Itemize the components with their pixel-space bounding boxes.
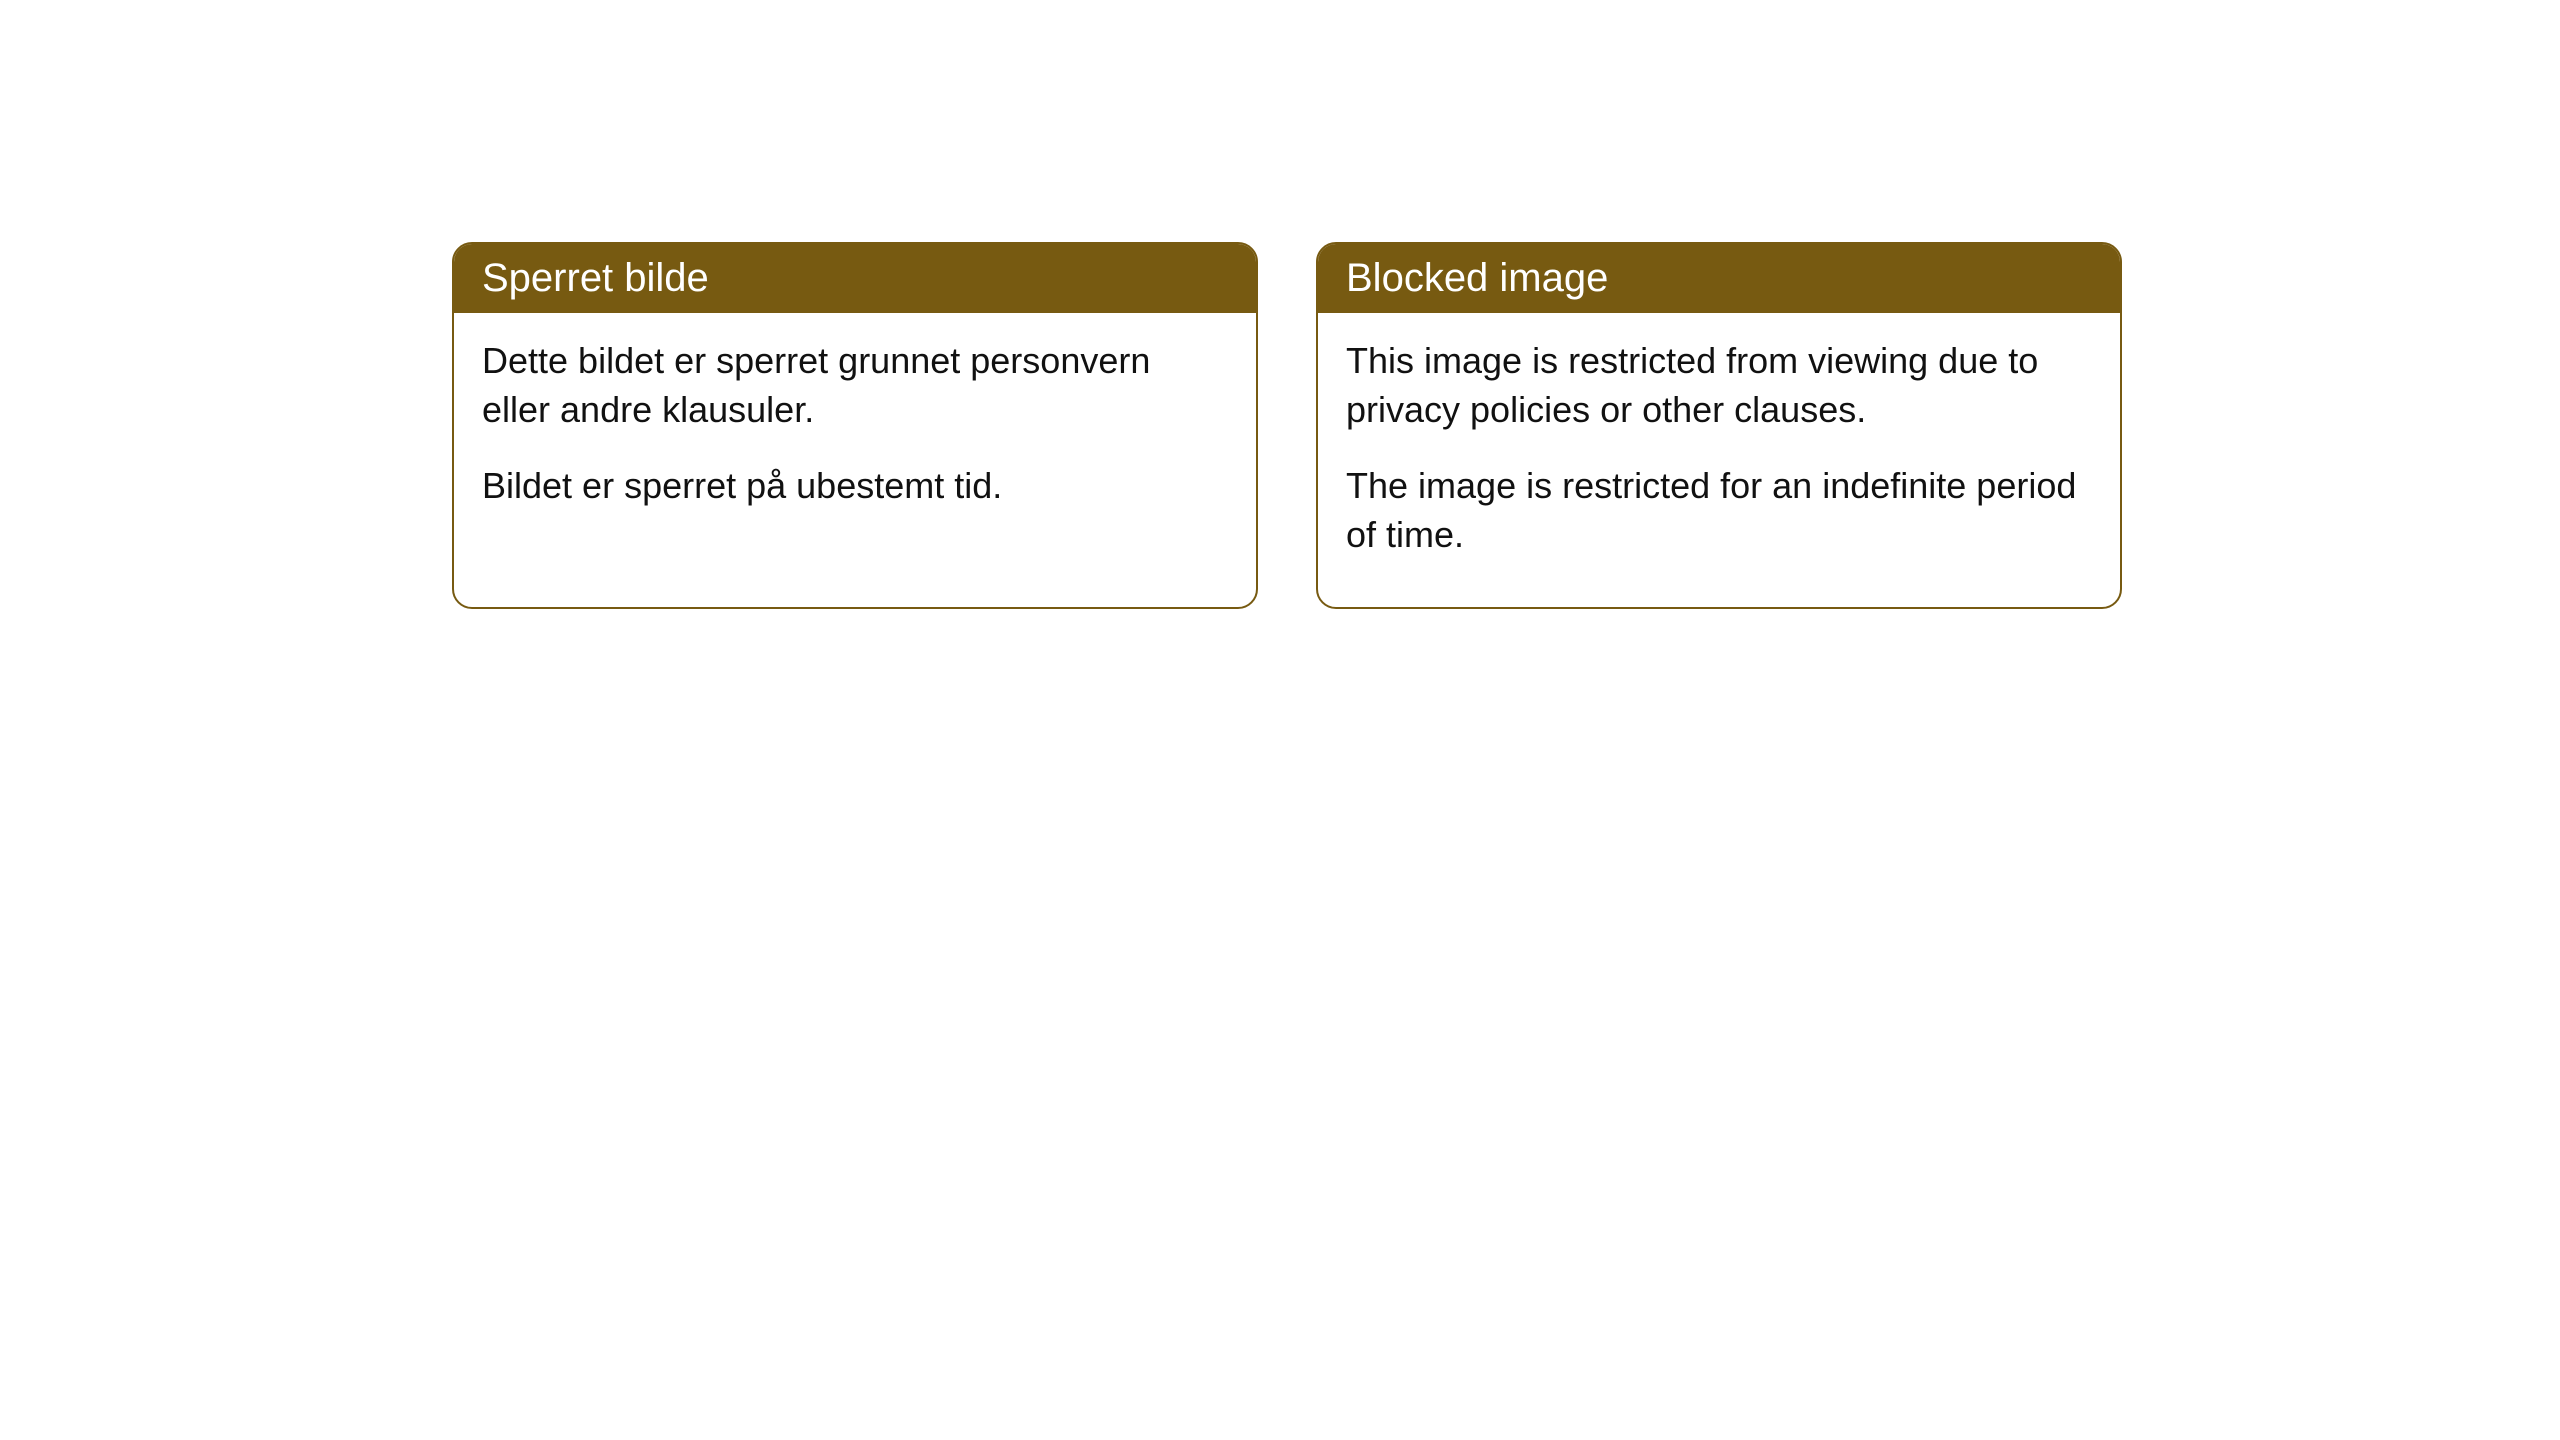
card-body-english: This image is restricted from viewing du…: [1318, 313, 2120, 607]
notice-cards-container: Sperret bilde Dette bildet er sperret gr…: [0, 0, 2560, 609]
card-title: Sperret bilde: [482, 256, 709, 300]
blocked-image-card-norwegian: Sperret bilde Dette bildet er sperret gr…: [452, 242, 1258, 609]
card-paragraph: The image is restricted for an indefinit…: [1346, 462, 2092, 559]
blocked-image-card-english: Blocked image This image is restricted f…: [1316, 242, 2122, 609]
card-body-norwegian: Dette bildet er sperret grunnet personve…: [454, 313, 1256, 559]
card-paragraph: Dette bildet er sperret grunnet personve…: [482, 337, 1228, 434]
card-paragraph: This image is restricted from viewing du…: [1346, 337, 2092, 434]
card-paragraph: Bildet er sperret på ubestemt tid.: [482, 462, 1228, 511]
card-header-norwegian: Sperret bilde: [454, 244, 1256, 313]
card-title: Blocked image: [1346, 256, 1608, 300]
card-header-english: Blocked image: [1318, 244, 2120, 313]
